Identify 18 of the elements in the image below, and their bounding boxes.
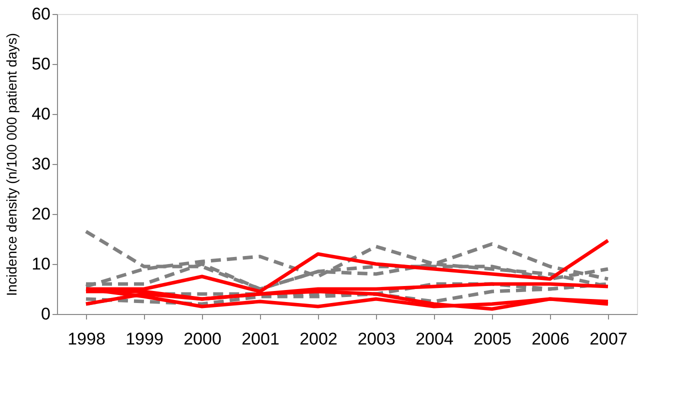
y-axis-title: Incidence density (n/100 000 patient days) <box>4 32 20 296</box>
y-tick-label: 60 <box>32 4 50 24</box>
x-tick-label: 2000 <box>184 330 222 348</box>
x-tick-label: 2005 <box>474 330 512 348</box>
y-tick-label: 30 <box>32 154 50 174</box>
y-tick-label: 40 <box>32 104 50 124</box>
x-tick-label: 1998 <box>68 330 106 348</box>
y-tick-label: 10 <box>32 254 50 274</box>
y-tick-label: 50 <box>32 54 50 74</box>
x-tick-label: 2001 <box>242 330 280 348</box>
x-tick-label: 2006 <box>532 330 570 348</box>
x-tick-label: 2002 <box>300 330 338 348</box>
x-tick-label: 1999 <box>126 330 164 348</box>
x-tick-label: 2004 <box>416 330 454 348</box>
x-tick-label: 2007 <box>590 330 628 348</box>
y-tick-label: 20 <box>32 204 50 224</box>
x-tick-label: 2003 <box>358 330 396 348</box>
y-tick-label: 0 <box>41 304 50 324</box>
